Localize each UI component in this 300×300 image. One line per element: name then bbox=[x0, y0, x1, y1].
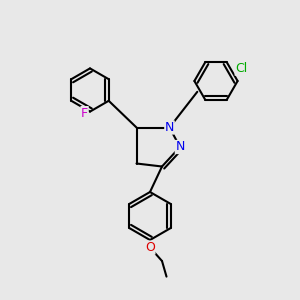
Text: O: O bbox=[145, 241, 155, 254]
Text: Cl: Cl bbox=[235, 62, 248, 75]
Text: F: F bbox=[81, 106, 88, 120]
Text: N: N bbox=[165, 121, 174, 134]
Text: N: N bbox=[175, 140, 185, 154]
